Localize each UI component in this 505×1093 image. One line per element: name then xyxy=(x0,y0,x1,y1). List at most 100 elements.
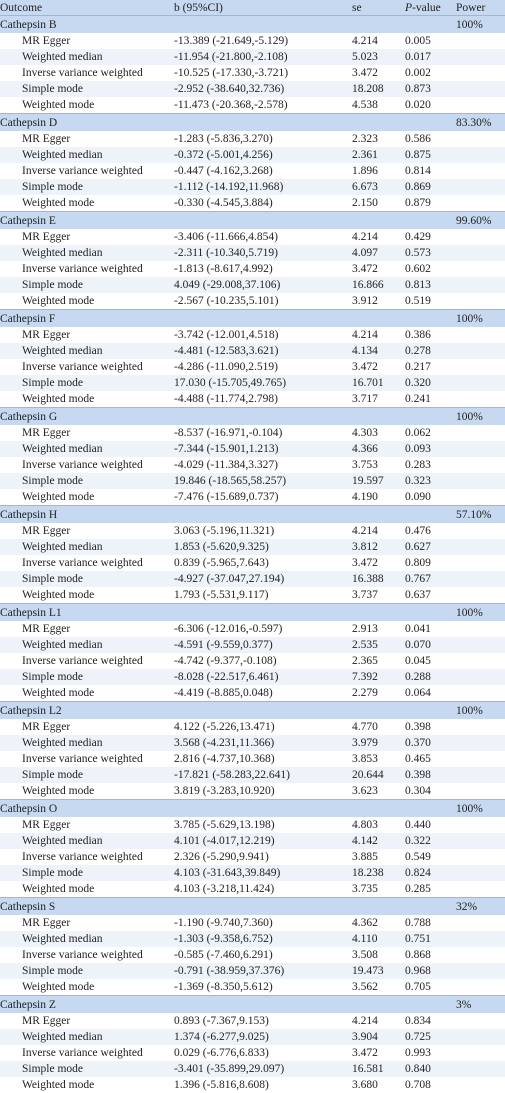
b-ci-value: -2.311 (-10.340,5.719) xyxy=(174,245,352,261)
p-value: 0.017 xyxy=(405,49,456,65)
b-ci-value: -0.372 (-5.001,4.256) xyxy=(174,147,352,163)
power-empty-cell xyxy=(456,245,505,261)
power-empty-cell xyxy=(456,359,505,375)
group-empty-cell xyxy=(352,995,405,1013)
power-empty-cell xyxy=(456,489,505,506)
method-name: MR Egger xyxy=(0,327,174,343)
b-ci-value: -4.481 (-12.583,3.621) xyxy=(174,343,352,359)
table-row: Inverse variance weighted 2.326 (-5.290,9… xyxy=(0,849,505,865)
power-empty-cell xyxy=(456,685,505,702)
b-ci-value: -3.742 (-12.001,4.518) xyxy=(174,327,352,343)
power-empty-cell xyxy=(456,277,505,293)
outcome-power: 100% xyxy=(456,407,505,425)
outcome-power: 57.10% xyxy=(456,505,505,523)
p-value: 0.283 xyxy=(405,457,456,473)
b-ci-value: -17.821 (-58.283,22.641) xyxy=(174,767,352,783)
p-value: 0.062 xyxy=(405,425,456,441)
p-value: 0.322 xyxy=(405,833,456,849)
table-row: Inverse variance weighted -4.742 (-9.377,… xyxy=(0,653,505,669)
table-row: Simple mode -4.927 (-37.047,27.194) 16.388… xyxy=(0,571,505,587)
b-ci-value: -7.476 (-15.689,0.737) xyxy=(174,489,352,506)
table-row: Simple mode 17.030 (-15.705,49.765) 16.701… xyxy=(0,375,505,391)
power-empty-cell xyxy=(456,81,505,97)
group-empty-cell xyxy=(174,407,352,425)
outcome-group-row: Cathepsin E 99.60% xyxy=(0,211,505,229)
group-empty-cell xyxy=(352,15,405,33)
power-empty-cell xyxy=(456,653,505,669)
power-empty-cell xyxy=(456,343,505,359)
p-value: 0.398 xyxy=(405,719,456,735)
table-row: Simple mode -0.791 (-38.959,37.376) 19.473… xyxy=(0,963,505,979)
p-value: 0.834 xyxy=(405,1013,456,1029)
se-value: 16.581 xyxy=(352,1061,405,1077)
p-value: 0.370 xyxy=(405,735,456,751)
power-empty-cell xyxy=(456,441,505,457)
group-empty-cell xyxy=(405,211,456,229)
method-name: MR Egger xyxy=(0,1013,174,1029)
power-empty-cell xyxy=(456,1061,505,1077)
method-name: Weighted median xyxy=(0,343,174,359)
power-empty-cell xyxy=(456,915,505,931)
power-empty-cell xyxy=(456,97,505,114)
method-name: Inverse variance weighted xyxy=(0,653,174,669)
se-value: 4.214 xyxy=(352,229,405,245)
p-value: 0.320 xyxy=(405,375,456,391)
method-name: Simple mode xyxy=(0,179,174,195)
b-ci-value: -0.330 (-4.545,3.884) xyxy=(174,195,352,212)
power-empty-cell xyxy=(456,817,505,833)
table-row: Weighted median -0.372 (-5.001,4.256) 2.36… xyxy=(0,147,505,163)
b-ci-value: 1.793 (-5.531,9.117) xyxy=(174,587,352,604)
table-row: Inverse variance weighted 2.816 (-4.737,1… xyxy=(0,751,505,767)
p-value: 0.840 xyxy=(405,1061,456,1077)
method-name: Simple mode xyxy=(0,473,174,489)
se-value: 3.623 xyxy=(352,783,405,800)
p-value: 0.868 xyxy=(405,947,456,963)
p-value: 0.879 xyxy=(405,195,456,212)
outcome-group-row: Cathepsin L2 100% xyxy=(0,701,505,719)
p-value: 0.241 xyxy=(405,391,456,408)
se-value: 3.472 xyxy=(352,1045,405,1061)
table-row: MR Egger -1.190 (-9.740,7.360) 4.362 0.788 xyxy=(0,915,505,931)
table-row: Simple mode -2.952 (-38.640,32.736) 18.208… xyxy=(0,81,505,97)
outcome-name: Cathepsin D xyxy=(0,113,174,131)
outcome-group-row: Cathepsin D 83.30% xyxy=(0,113,505,131)
power-empty-cell xyxy=(456,1013,505,1029)
power-empty-cell xyxy=(456,1077,505,1093)
table-row: MR Egger -6.306 (-12.016,-0.597) 2.913 0.04… xyxy=(0,621,505,637)
table-row: Simple mode -8.028 (-22.517,6.461) 7.392 0.… xyxy=(0,669,505,685)
se-value: 4.803 xyxy=(352,817,405,833)
p-value: 0.788 xyxy=(405,915,456,931)
group-empty-cell xyxy=(405,15,456,33)
outcome-name: Cathepsin L2 xyxy=(0,701,174,719)
power-empty-cell xyxy=(456,163,505,179)
b-ci-value: -11.473 (-20.368,-2.578) xyxy=(174,97,352,114)
se-value: 2.913 xyxy=(352,621,405,637)
method-name: Weighted median xyxy=(0,245,174,261)
b-ci-value: -1.112 (-14.192,11.968) xyxy=(174,179,352,195)
group-empty-cell xyxy=(352,799,405,817)
table-row: Weighted median -7.344 (-15.901,1.213) 4.3… xyxy=(0,441,505,457)
power-empty-cell xyxy=(456,735,505,751)
table-row: Weighted median -2.311 (-10.340,5.719) 4.0… xyxy=(0,245,505,261)
method-name: Inverse variance weighted xyxy=(0,163,174,179)
power-empty-cell xyxy=(456,473,505,489)
power-empty-cell xyxy=(456,555,505,571)
method-name: Inverse variance weighted xyxy=(0,65,174,81)
method-name: MR Egger xyxy=(0,131,174,147)
method-name: MR Egger xyxy=(0,425,174,441)
b-ci-value: -2.952 (-38.640,32.736) xyxy=(174,81,352,97)
b-ci-value: 2.326 (-5.290,9.941) xyxy=(174,849,352,865)
se-value: 18.208 xyxy=(352,81,405,97)
table-row: Simple mode -1.112 (-14.192,11.968) 6.673 0… xyxy=(0,179,505,195)
power-empty-cell xyxy=(456,637,505,653)
table-row: MR Egger -1.283 (-5.836,3.270) 2.323 0.586 xyxy=(0,131,505,147)
b-ci-value: 1.853 (-5.620,9.325) xyxy=(174,539,352,555)
table-row: Inverse variance weighted -0.447 (-4.162,… xyxy=(0,163,505,179)
group-empty-cell xyxy=(352,309,405,327)
power-empty-cell xyxy=(456,963,505,979)
method-name: Weighted median xyxy=(0,931,174,947)
se-value: 19.597 xyxy=(352,473,405,489)
group-empty-cell xyxy=(174,113,352,131)
method-name: Weighted median xyxy=(0,49,174,65)
table-row: Weighted median 1.374 (-6.277,9.025) 3.904… xyxy=(0,1029,505,1045)
